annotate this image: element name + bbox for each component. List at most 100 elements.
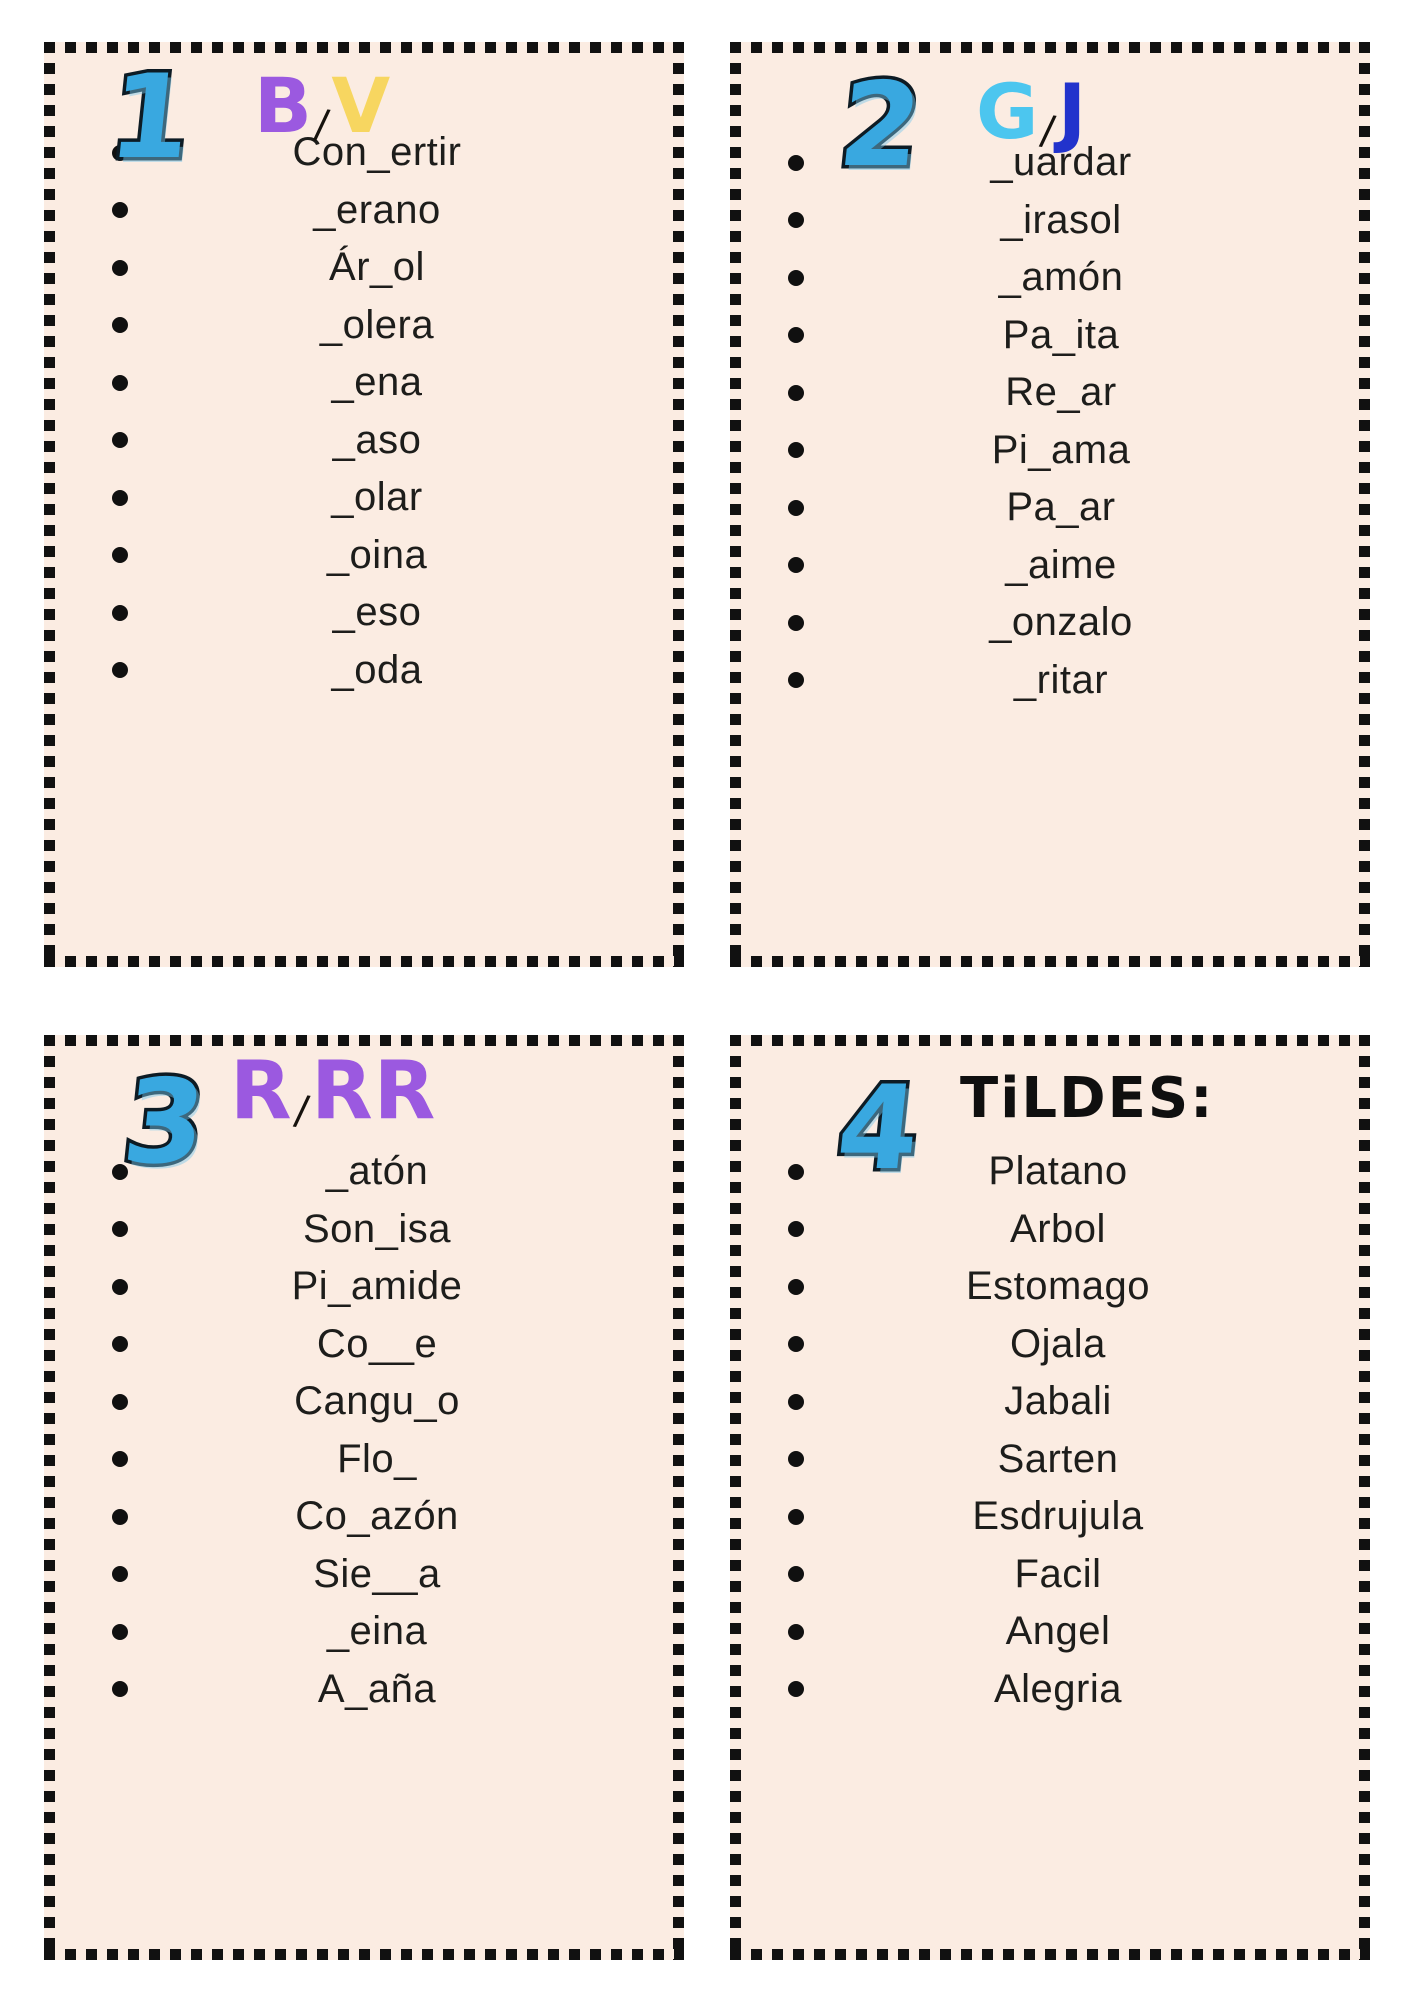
list-item: Alegria (764, 1661, 1326, 1719)
word-text: _aso (332, 417, 422, 462)
list-item: _eso (78, 584, 640, 642)
letter-separator-2: / (1038, 107, 1060, 155)
exercise-number-3: 3 (113, 1052, 215, 1194)
bullet-icon (788, 1336, 804, 1353)
list-item: Platano (764, 1143, 1326, 1201)
bullet-icon (112, 259, 128, 276)
bullet-icon (788, 1681, 804, 1698)
bullet-icon (112, 1221, 128, 1238)
bullet-icon (112, 1163, 128, 1180)
bullet-icon (788, 269, 804, 286)
card-border-left (44, 42, 55, 967)
word-text: Co_azón (295, 1494, 459, 1539)
letter-separator-3: / (291, 1087, 313, 1135)
list-item: _irasol (764, 192, 1332, 250)
word-list-4: Platano Arbol Estomago Ojala Jabali Sarten Esd… (744, 1143, 1356, 1950)
card-border-left (730, 1035, 741, 1960)
word-text: _eina (326, 1609, 428, 1654)
list-item: Co_azón (78, 1488, 640, 1546)
bullet-icon (788, 1508, 804, 1525)
list-item: _aso (78, 412, 640, 470)
list-item: Re_ar (764, 364, 1332, 422)
list-item: _oina (78, 527, 640, 585)
bullet-icon (788, 1623, 804, 1640)
word-text: _amón (998, 255, 1124, 300)
list-item: _ena (78, 354, 640, 412)
exercise-letters-2: G/J (976, 74, 1087, 155)
list-item: Arbol (764, 1201, 1326, 1259)
exercise-letters-3: R/RR (230, 1051, 436, 1135)
bullet-icon (112, 317, 128, 334)
word-text: Facil (1014, 1551, 1102, 1596)
word-text: A_aña (317, 1666, 437, 1711)
list-item: Cangu_o (78, 1373, 640, 1431)
list-item: _onzalo (764, 594, 1332, 652)
word-list-1: Con_ertir _erano Ár_ol _olera _ena _aso _olar _… (58, 124, 670, 957)
word-text: Alegria (993, 1666, 1122, 1711)
word-text: Pi_amide (291, 1264, 463, 1309)
list-item: Son_isa (78, 1201, 640, 1259)
list-item: _ritar (764, 652, 1332, 710)
word-list-3: _atón Son_isa Pi_amide Co__e Cangu_o Flo_ Co_a… (58, 1143, 670, 1950)
list-item: Sie__a (78, 1546, 640, 1604)
letter-separator-1: / (311, 101, 333, 149)
list-item: A_aña (78, 1661, 640, 1719)
word-text: Sie__a (313, 1551, 441, 1596)
word-text: _onzalo (989, 600, 1133, 645)
exercise-number-4: 4 (827, 1058, 929, 1200)
list-item: Esdrujula (764, 1488, 1326, 1546)
letter-left-4: TiLDES: (960, 1066, 1215, 1131)
word-text: _atón (325, 1149, 429, 1194)
card-border-right (1359, 1035, 1370, 1960)
bullet-icon (112, 1623, 128, 1640)
card-border-left (730, 42, 741, 967)
word-text: _erano (313, 187, 441, 232)
list-item: _eina (78, 1603, 640, 1661)
bullet-icon (112, 1451, 128, 1468)
bullet-icon (788, 614, 804, 631)
bullet-icon (788, 499, 804, 516)
card-header-2: 2 G/J (744, 54, 1356, 197)
bullet-icon (788, 1451, 804, 1468)
exercise-letters-4: TiLDES: (960, 1071, 1219, 1127)
word-text: Ojala (1010, 1321, 1106, 1366)
bullet-icon (112, 202, 128, 219)
bullet-icon (788, 442, 804, 459)
list-item: _aime (764, 537, 1332, 595)
exercise-card-3: 3 R/RR _atón Son_isa Pi_amide Co__e Cangu_o F… (44, 1035, 684, 1960)
list-item: Ár_ol (78, 239, 640, 297)
bullet-icon (112, 374, 128, 391)
list-item: Sarten (764, 1431, 1326, 1489)
list-item: Estomago (764, 1258, 1326, 1316)
word-text: Pa_ar (1006, 485, 1116, 530)
bullet-icon (112, 1508, 128, 1525)
list-item: Flo_ (78, 1431, 640, 1489)
list-item: _atón (78, 1143, 640, 1201)
word-text: _irasol (1000, 197, 1122, 242)
word-text: Son_isa (302, 1206, 452, 1251)
list-item: Co__e (78, 1316, 640, 1374)
word-text: Pa_ita (1002, 312, 1120, 357)
card-header-1: 1 B/V (58, 47, 670, 189)
bullet-icon (788, 1221, 804, 1238)
word-text: Con_ertir (292, 130, 462, 175)
word-text: _uardar (990, 140, 1132, 185)
bullet-icon (112, 489, 128, 506)
list-item: _amón (764, 249, 1332, 307)
letter-right-2: J (1057, 67, 1088, 156)
bullet-icon (788, 327, 804, 344)
word-list-2: _uardar _irasol _amón Pa_ita Re_ar Pi_ama Pa_a… (744, 134, 1356, 957)
letter-left-3: R (230, 1044, 293, 1137)
word-text: Jabali (1004, 1379, 1112, 1424)
list-item: Ojala (764, 1316, 1326, 1374)
bullet-icon (112, 144, 128, 161)
list-item: Pi_ama (764, 422, 1332, 480)
word-text: Angel (1005, 1609, 1111, 1654)
exercise-number-1: 1 (99, 47, 201, 189)
bullet-icon (788, 154, 804, 171)
word-text: Platano (988, 1149, 1128, 1194)
list-item: _olar (78, 469, 640, 527)
bullet-icon (112, 1566, 128, 1583)
letter-left-1: B (254, 61, 313, 150)
word-text: _oina (326, 532, 428, 577)
